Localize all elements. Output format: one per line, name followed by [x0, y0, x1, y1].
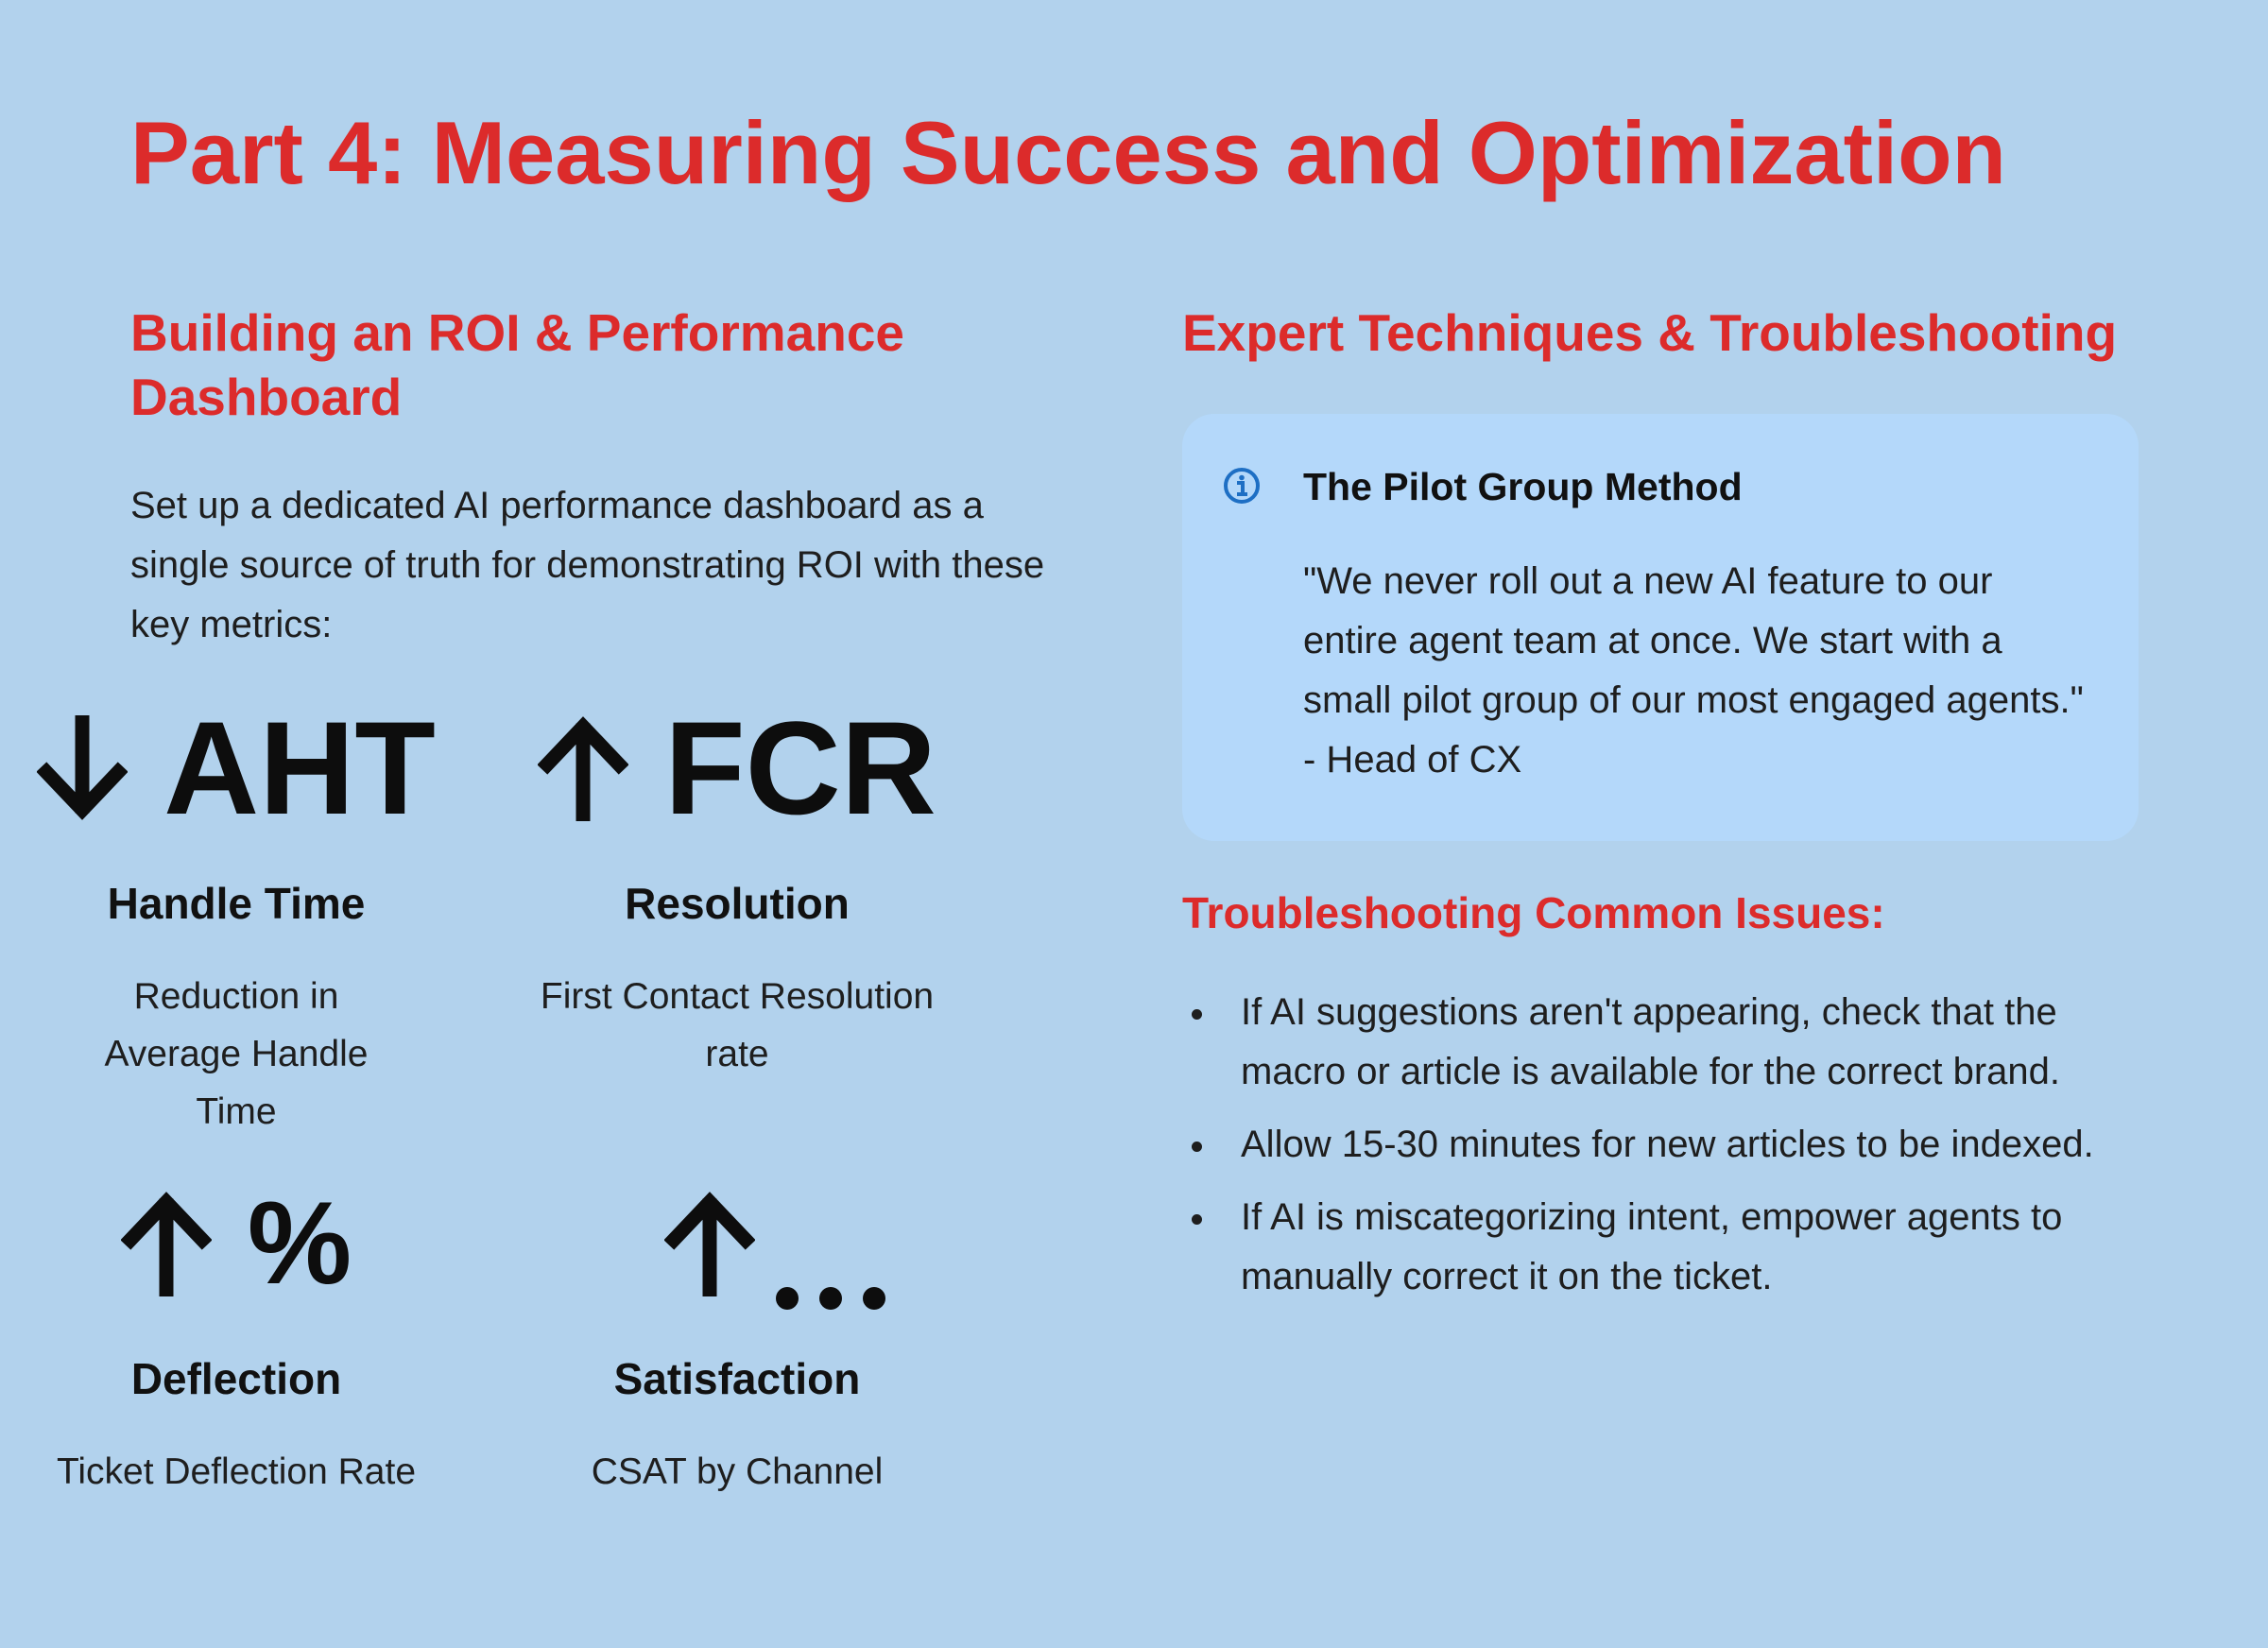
issue-text: If AI suggestions aren't appearing, chec…: [1241, 991, 2061, 1092]
metric-fcr-label: Resolution: [625, 879, 850, 928]
metric-deflection-label: Deflection: [130, 1354, 342, 1403]
bullet-icon: [1192, 1214, 1202, 1225]
issue-text: If AI is miscategorizing intent, empower…: [1241, 1196, 2063, 1297]
up-arrow-icon: [538, 716, 629, 821]
metric-deflection: % Deflection Ticket Deflection Rate: [0, 1173, 491, 1501]
metric-aht-label: Handle Time: [107, 879, 366, 928]
pilot-group-callout: The Pilot Group Method "We never roll ou…: [1182, 414, 2139, 841]
roi-dashboard-section: Building an ROI & Performance Dashboard …: [37, 300, 1085, 1492]
expert-techniques-section: Expert Techniques & Troubleshooting The …: [1182, 300, 2141, 1320]
up-arrow-icon: [120, 1192, 212, 1296]
metric-fcr: FCR Resolution First Contact Resolution …: [482, 697, 992, 1083]
metric-fcr-symbol: FCR: [664, 694, 936, 842]
troubleshooting-list: If AI suggestions aren't appearing, chec…: [1182, 983, 2141, 1307]
expert-techniques-heading: Expert Techniques & Troubleshooting: [1182, 303, 2118, 362]
metric-deflection-description: Ticket Deflection Rate: [56, 1451, 417, 1492]
down-arrow-icon: [37, 715, 129, 820]
bullet-icon: [1192, 1142, 1202, 1152]
list-item: Allow 15-30 minutes for new articles to …: [1182, 1115, 2141, 1175]
callout-quote: "We never roll out a new AI feature to o…: [1303, 560, 2084, 781]
page-title: Part 4: Measuring Success and Optimizati…: [130, 103, 2006, 202]
metric-fcr-value: FCR: [482, 697, 992, 839]
ellipsis-icon: [755, 1177, 885, 1310]
bullet-icon: [1192, 1009, 1202, 1020]
metric-aht-description: Reduction in Average Handle Time: [104, 976, 369, 1132]
metric-satisfaction-label: Satisfaction: [613, 1354, 861, 1403]
metric-aht: AHT Handle Time Reduction in Average Han…: [0, 697, 491, 1141]
metric-fcr-description: First Contact Resolution rate: [540, 976, 935, 1074]
metric-deflection-symbol: %: [247, 1178, 352, 1309]
metric-satisfaction-description: CSAT by Channel: [591, 1451, 884, 1492]
roi-dashboard-intro: Set up a dedicated AI performance dashbo…: [130, 485, 1045, 645]
metric-aht-value: AHT: [0, 697, 491, 839]
up-arrow-icon: [664, 1192, 755, 1296]
roi-dashboard-heading: Building an ROI & Performance Dashboard: [130, 303, 905, 426]
metrics-grid: AHT Handle Time Reduction in Average Han…: [37, 697, 1142, 1548]
list-item: If AI is miscategorizing intent, empower…: [1182, 1188, 2141, 1307]
metric-deflection-value: %: [0, 1173, 491, 1314]
list-item: If AI suggestions aren't appearing, chec…: [1182, 983, 2141, 1102]
callout-title: The Pilot Group Method: [1303, 465, 1743, 508]
metric-satisfaction: Satisfaction CSAT by Channel: [482, 1173, 992, 1501]
troubleshooting-heading: Troubleshooting Common Issues:: [1182, 888, 1885, 937]
metric-aht-symbol: AHT: [163, 694, 436, 842]
issue-text: Allow 15-30 minutes for new articles to …: [1241, 1124, 2094, 1165]
metric-satisfaction-value: [482, 1173, 992, 1314]
info-icon: [1224, 468, 1260, 504]
